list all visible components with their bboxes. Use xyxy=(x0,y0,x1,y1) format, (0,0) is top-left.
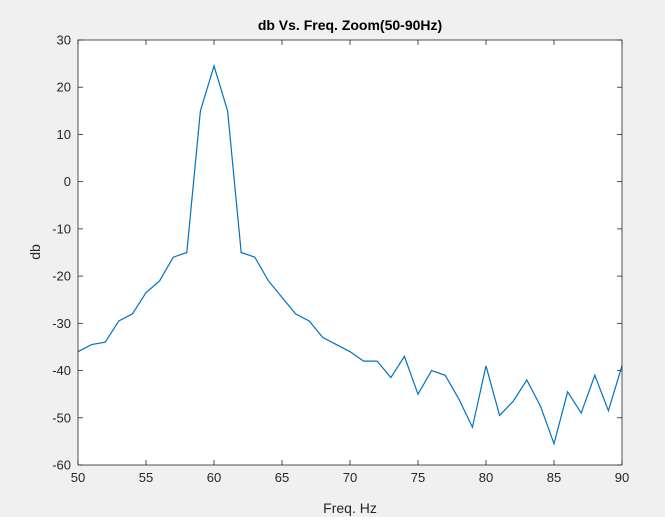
chart-title: db Vs. Freq. Zoom(50-90Hz) xyxy=(258,17,442,33)
plot-area xyxy=(78,40,622,465)
tick-labels-group: 50 55 60 65 70 75 80 85 90 30 20 10 0 -10 -20 -30 -40 -50… xyxy=(52,33,629,486)
bottom-strip xyxy=(0,517,665,525)
y-tick-label: 30 xyxy=(57,33,71,48)
y-tick-label: -10 xyxy=(52,221,71,236)
x-tick-label: 60 xyxy=(207,470,221,485)
y-tick-label: 20 xyxy=(57,80,71,95)
x-tick-label: 70 xyxy=(343,470,357,485)
y-tick-label: 10 xyxy=(57,127,71,142)
x-tick-label: 90 xyxy=(615,470,629,485)
y-axis-label: db xyxy=(27,244,43,260)
x-tick-label: 80 xyxy=(479,470,493,485)
y-tick-label: -40 xyxy=(52,363,71,378)
x-axis-label: Freq. Hz xyxy=(323,500,377,516)
y-tick-label: -50 xyxy=(52,410,71,425)
y-tick-label: 0 xyxy=(64,174,71,189)
y-tick-label: -30 xyxy=(52,316,71,331)
y-tick-label: -60 xyxy=(52,458,71,473)
x-tick-label: 85 xyxy=(547,470,561,485)
y-tick-label: -20 xyxy=(52,269,71,284)
series-line xyxy=(77,63,623,446)
x-tick-label: 50 xyxy=(71,470,85,485)
x-tick-label: 65 xyxy=(275,470,289,485)
axes-box xyxy=(77,39,623,466)
x-tick-label: 75 xyxy=(411,470,425,485)
x-tick-label: 55 xyxy=(139,470,153,485)
